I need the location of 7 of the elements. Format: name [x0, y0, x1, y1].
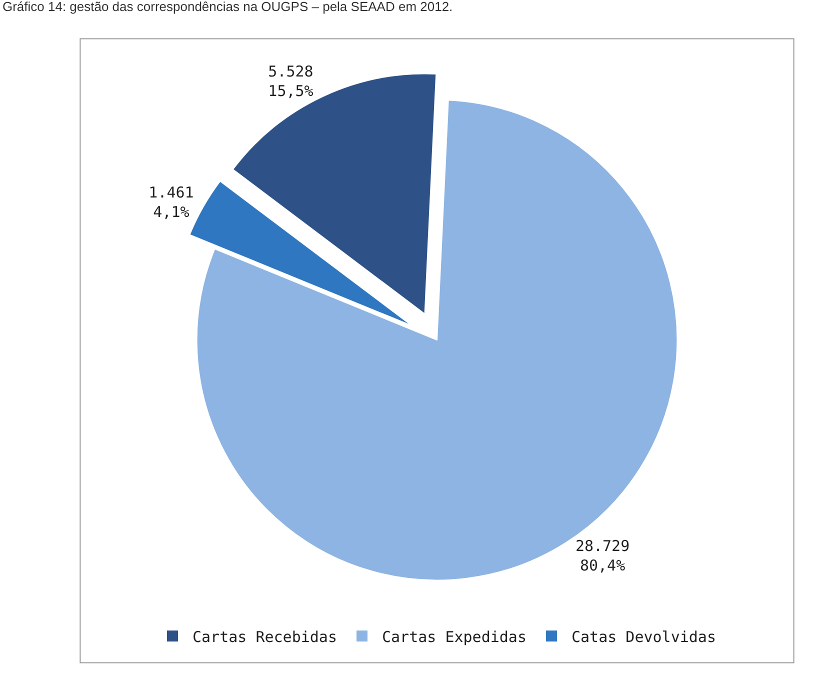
chart-title: Gráfico 14: gestão das correspondências na OUGPS – pela SEAAD em 2012. [2, 0, 453, 14]
data-label: 28.729 80,4% [575, 537, 630, 575]
legend-label: Cartas Recebidas [192, 628, 337, 646]
data-label: 1.461 4,1% [148, 184, 194, 222]
legend-label: Cartas Expedidas [382, 628, 526, 646]
legend-label: Catas Devolvidas [572, 628, 716, 646]
data-label: 5.528 15,5% [268, 62, 314, 100]
